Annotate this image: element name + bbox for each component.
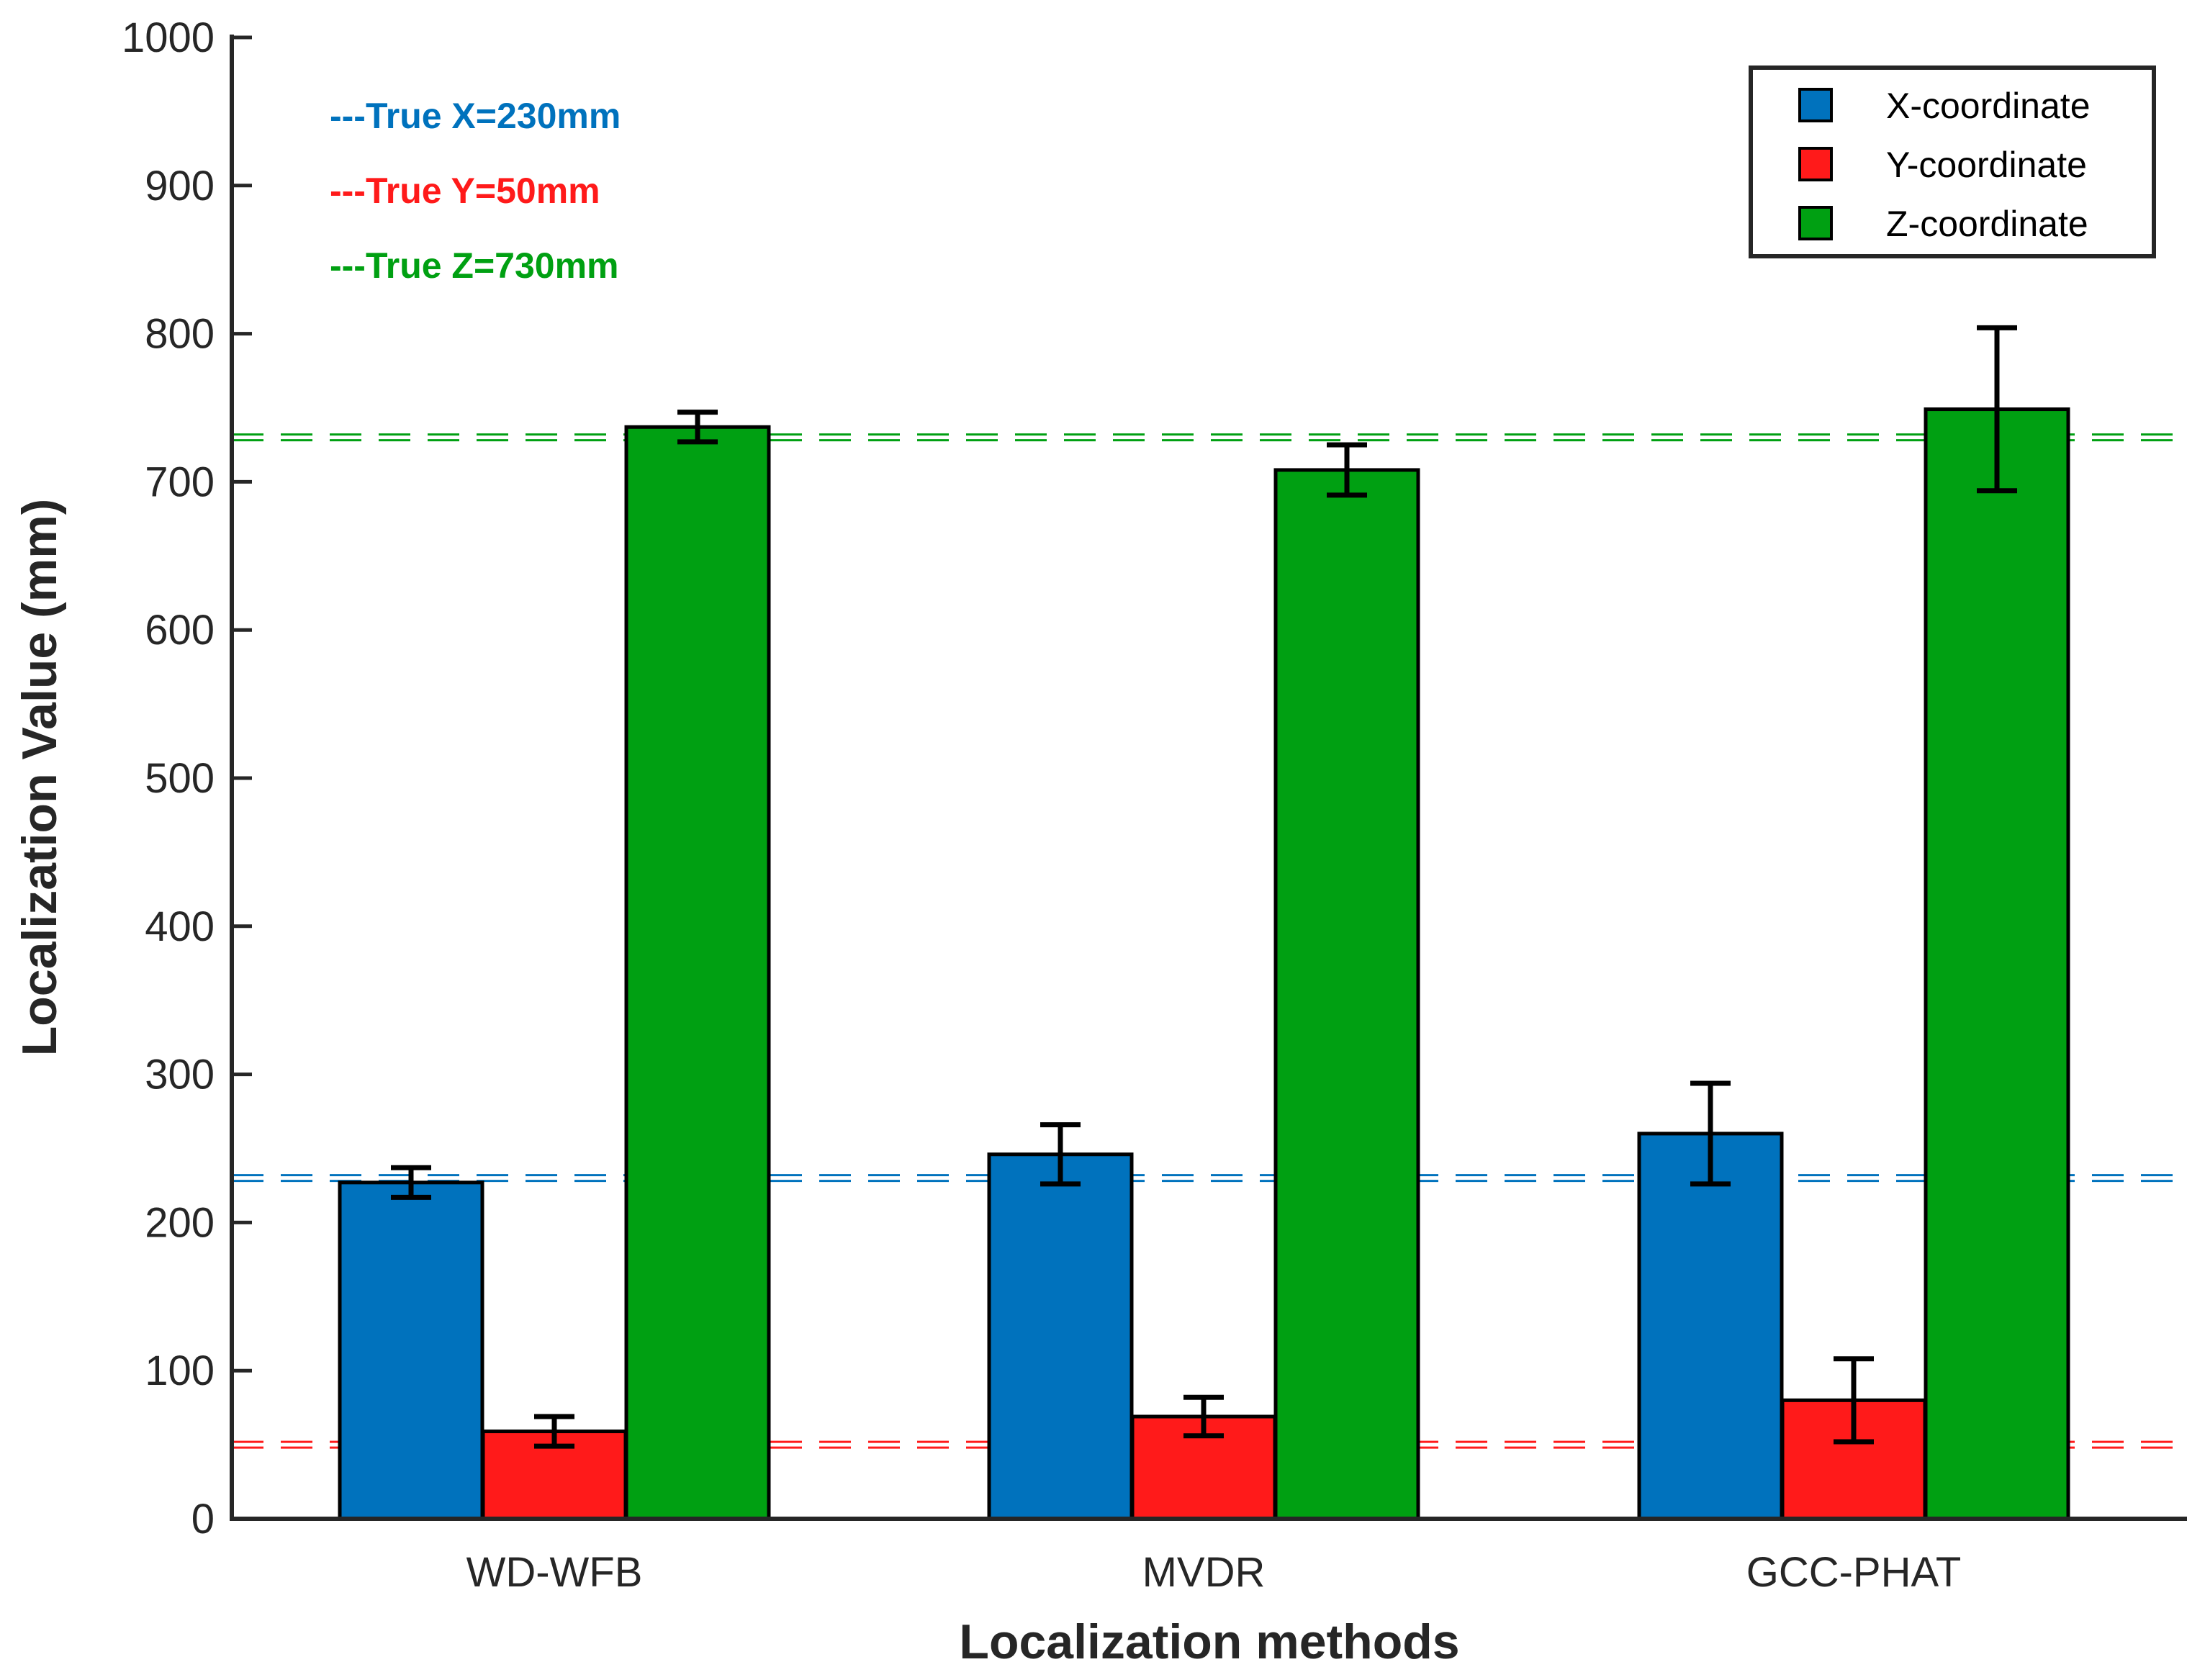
y-tick-label: 600 [145,607,215,654]
y-tick-label: 1000 [122,14,215,61]
x-tick-label-mvdr: MVDR [1142,1549,1266,1596]
reference-annotations: ---True X=230mm ---True Y=50mm ---True Z=7… [330,96,621,286]
y-axis-title: Localization Value (mm) [12,499,67,1057]
bar-series [338,407,2070,1521]
axes: 0 100 200 300 400 500 600 700 800 900 1000 WD-WFB MV… [122,14,2187,1596]
legend: X-coordinate Y-coordinate Z-coordinate [1749,66,2156,258]
x-tick-label-gcc-phat: GCC-PHAT [1746,1549,1962,1596]
x-axis-title: Localization methods [959,1614,1459,1669]
bar-z-coordinate-mvdr [1273,468,1420,1521]
reference-annotation-2: ---True Z=730mm [330,245,619,286]
legend-label-z-coordinate: Z-coordinate [1886,204,2088,244]
bar-z-coordinate-wd-wfb [624,425,771,1521]
legend-swatch-x-coordinate [1798,88,1833,122]
reference-annotation-0: ---True X=230mm [330,96,621,136]
bar-x-coordinate-mvdr [987,1152,1134,1521]
reference-annotation-1: ---True Y=50mm [330,171,600,211]
legend-swatch-y-coordinate [1798,147,1833,181]
y-tick-label: 300 [145,1052,215,1098]
x-tick-label-wd-wfb: WD-WFB [466,1549,643,1596]
reference-lines [232,433,2187,1449]
error-bars [391,325,2017,1449]
y-tick-label: 0 [191,1496,215,1543]
y-tick-label: 700 [145,459,215,505]
bar-x-coordinate-gcc-phat [1637,1132,1784,1521]
bar-z-coordinate-gcc-phat [1924,407,2070,1521]
legend-label-x-coordinate: X-coordinate [1886,86,2091,126]
y-tick-label: 400 [145,903,215,950]
y-tick-label: 900 [145,163,215,209]
y-tick-label: 100 [145,1347,215,1394]
y-tick-label: 800 [145,311,215,358]
legend-swatch-z-coordinate [1798,206,1833,240]
legend-label-y-coordinate: Y-coordinate [1886,145,2087,185]
y-tick-label: 200 [145,1199,215,1246]
bar-x-coordinate-wd-wfb [338,1180,484,1521]
y-tick-label: 500 [145,755,215,802]
